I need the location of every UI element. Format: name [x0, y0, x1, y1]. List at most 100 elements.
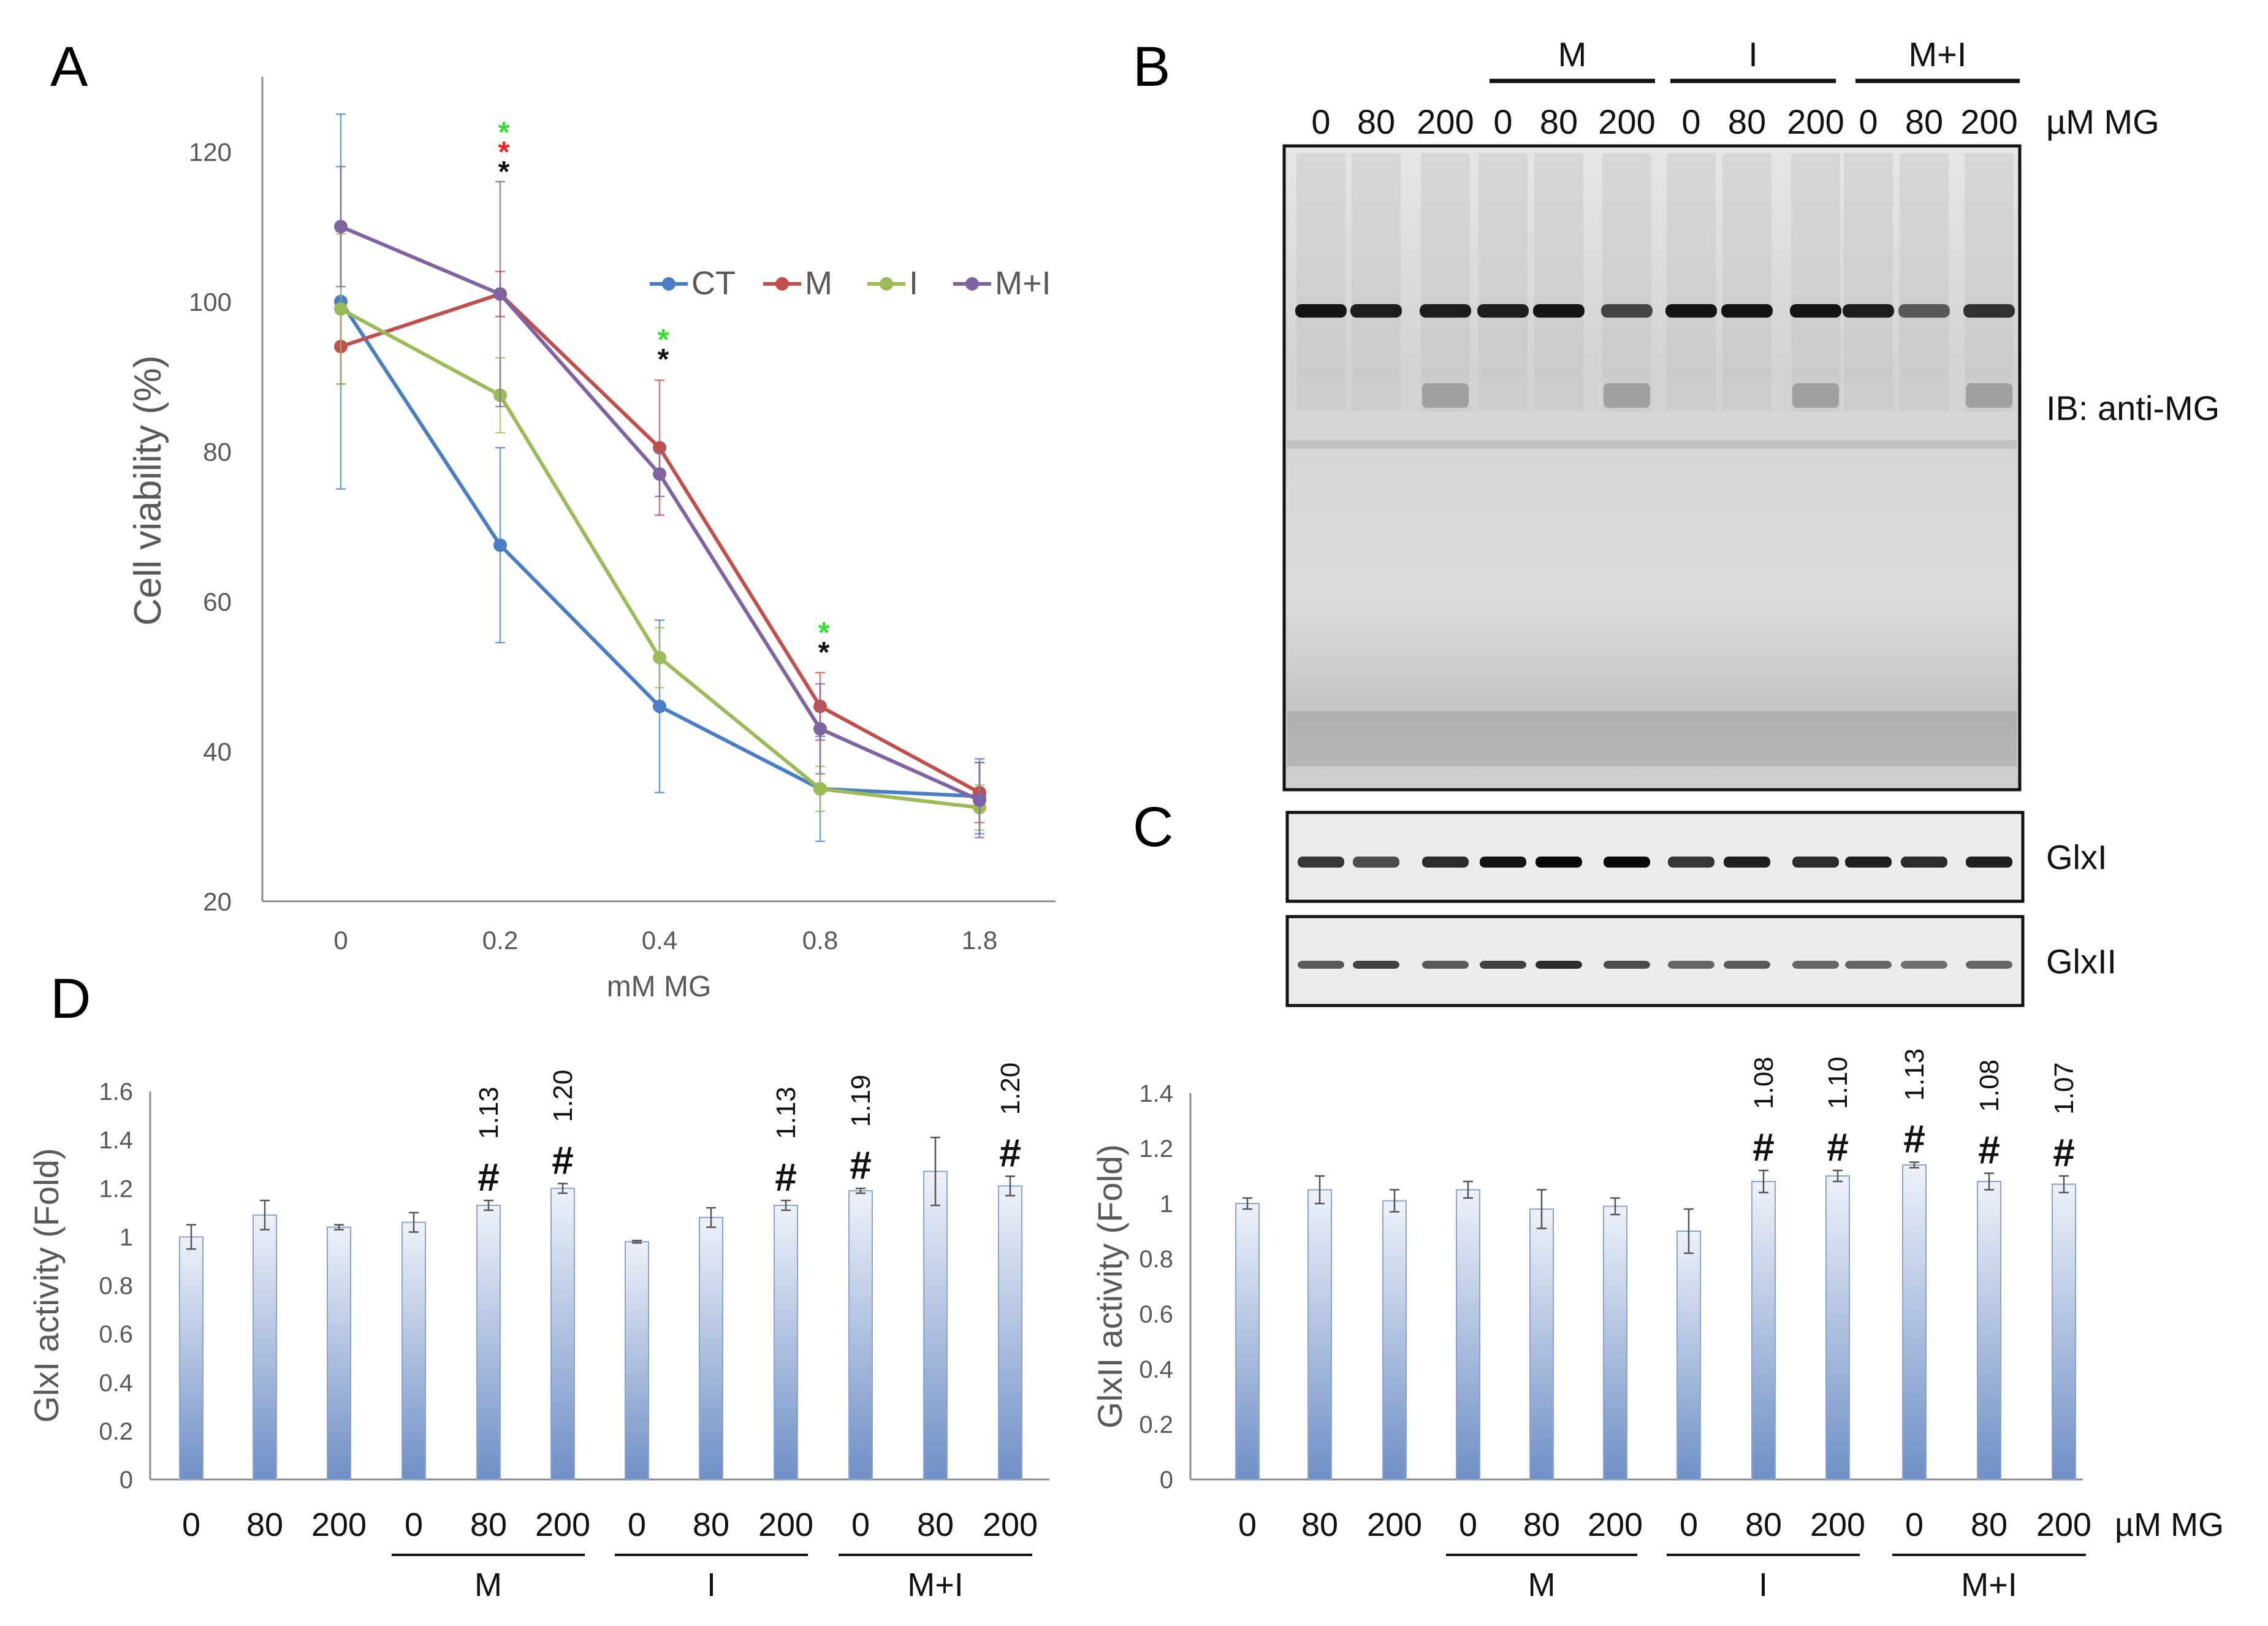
group-label: M+I: [907, 1567, 964, 1603]
bar: [699, 1216, 723, 1480]
bar: [327, 1226, 351, 1481]
data-point: [653, 700, 666, 714]
fold-value-label: 1.08: [1974, 1059, 2004, 1112]
group-label: M+I: [1961, 1567, 2017, 1603]
blot-band: [1604, 857, 1650, 868]
x-tick-label: 200: [1810, 1506, 1865, 1543]
data-point: [653, 467, 666, 481]
blot-band: [1724, 857, 1770, 868]
blot-lane-label: 200: [1417, 102, 1474, 141]
y-tick-label: 0: [1160, 1467, 1173, 1494]
blot-band: [1601, 304, 1653, 318]
blot-lane-label: 0: [1493, 102, 1512, 141]
blot-membrane: [1282, 144, 2022, 792]
x-tick-label: 200: [2036, 1506, 2091, 1543]
lane-smear: [1900, 153, 1949, 411]
legend-label: I: [909, 265, 918, 302]
y-tick-label: 1.4: [99, 1127, 133, 1154]
blot-lane-label: 200: [1598, 102, 1655, 141]
group-label: M: [474, 1567, 502, 1603]
y-tick-label: 0: [120, 1467, 133, 1494]
blot-band: [1963, 304, 2015, 318]
lane-smear: [1791, 153, 1840, 411]
lane-smear: [1667, 153, 1716, 411]
x-tick-label: 0.2: [482, 926, 518, 955]
lane-smear: [1352, 153, 1401, 411]
blot-lane-label: 80: [1357, 102, 1395, 141]
data-point: [813, 722, 827, 736]
blot-band: [1533, 304, 1585, 318]
y-axis-label: GlxI activity (Fold): [27, 1148, 66, 1422]
blot-band: [1480, 961, 1526, 969]
data-point: [493, 538, 507, 552]
group-label: I: [707, 1567, 716, 1603]
significance-hash: #: [850, 1143, 872, 1187]
panel-label-c: C: [1133, 796, 1173, 858]
blot-band: [1843, 304, 1894, 318]
data-point: [334, 219, 348, 234]
y-tick-label: 20: [203, 887, 232, 916]
fold-value-label: 1.08: [1749, 1056, 1779, 1109]
bar: [1603, 1205, 1627, 1480]
blot-band: [1298, 857, 1344, 868]
x-tick-label: 0: [1680, 1506, 1698, 1543]
blot-band: [1966, 857, 2012, 868]
fold-value-label: 1.10: [1823, 1056, 1853, 1109]
bar: [550, 1188, 575, 1480]
bar: [848, 1190, 873, 1481]
x-tick-label: 80: [1971, 1506, 2007, 1543]
x-tick-label: 200: [758, 1506, 813, 1543]
significance-star: *: [818, 636, 830, 669]
y-tick-label: 80: [203, 437, 232, 466]
blot-lane-label: 0: [1681, 102, 1700, 141]
significance-hash: #: [775, 1155, 797, 1199]
x-tick-label: 200: [983, 1506, 1038, 1543]
lane-smear: [1296, 153, 1345, 411]
y-tick-label: 1.2: [1139, 1136, 1173, 1162]
blot-strip: [1285, 915, 2025, 1007]
significance-hash: #: [2053, 1131, 2075, 1175]
blot-band: [1298, 961, 1344, 969]
significance-star: *: [658, 343, 669, 376]
bar: [401, 1221, 426, 1480]
x-tick-label: 0: [1238, 1506, 1257, 1543]
blot-lane-label: 80: [1905, 102, 1943, 141]
bar: [625, 1241, 649, 1480]
lane-smear: [1844, 153, 1893, 411]
bar: [1676, 1231, 1701, 1480]
y-tick-label: 100: [189, 288, 232, 316]
blot-dye-front: [1287, 711, 2017, 766]
x-tick-label: 80: [1745, 1506, 1782, 1543]
blot-background-band: [1287, 440, 2017, 449]
blot-band: [1792, 961, 1839, 969]
bar: [1751, 1181, 1776, 1480]
x-tick-label: 0: [182, 1506, 200, 1543]
blot-protein-label: GlxI: [2046, 838, 2107, 877]
blot-lane-label: 80: [1540, 102, 1578, 141]
y-tick-label: 0.2: [99, 1418, 133, 1445]
y-tick-label: 120: [189, 137, 232, 166]
lane-smear: [1722, 153, 1771, 411]
x-axis-label: mM MG: [607, 971, 712, 1003]
data-point: [813, 782, 827, 796]
x-tick-label: 0: [333, 926, 348, 955]
blot-band: [1966, 961, 2012, 969]
significance-star: *: [498, 156, 510, 188]
y-tick-label: 0.6: [99, 1321, 133, 1348]
significance-hash: #: [999, 1131, 1021, 1175]
y-axis-label: Cell viability (%): [127, 356, 169, 626]
bar: [1307, 1189, 1332, 1480]
significance-hash: #: [1903, 1117, 1925, 1161]
bar: [774, 1204, 798, 1480]
series-I: [334, 233, 986, 831]
blot-unit-label: µM MG: [2046, 102, 2160, 141]
legend-label: M+I: [995, 265, 1051, 302]
x-tick-label: 80: [917, 1506, 954, 1543]
blot-strip: [1285, 811, 2025, 903]
bar: [1902, 1164, 1927, 1480]
significance-hash: #: [552, 1138, 574, 1182]
significance-star: *: [818, 617, 830, 649]
significance-star: *: [498, 116, 510, 149]
x-tick-label: 200: [1367, 1506, 1422, 1543]
x-tick-label: 0: [1905, 1506, 1924, 1543]
